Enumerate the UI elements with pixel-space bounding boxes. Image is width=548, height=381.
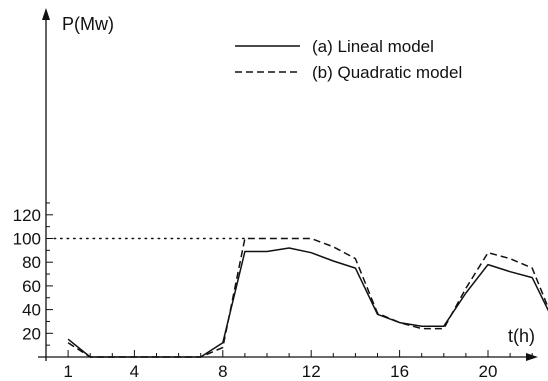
x-tick-label: 8 [218,362,227,381]
legend: (a) Lineal model (b) Quadratic model [235,37,462,82]
x-tick-label: 20 [479,362,498,381]
y-axis-arrow [42,8,50,20]
y-tick-label: 120 [13,206,41,225]
x-tick-label: 16 [390,362,409,381]
y-tick-label: 60 [22,277,41,296]
series-line-quadratic-model [67,237,548,358]
x-tick-label: 4 [130,362,139,381]
y-tick-label: 100 [13,230,41,249]
axes: 1481216202420406080100120P(Mw)t(h) [13,8,538,381]
x-axis-title: t(h) [508,326,535,346]
x-tick-label: 1 [63,362,72,381]
y-tick-label: 80 [22,253,41,272]
y-axis-title: P(Mw) [62,14,114,34]
series-line-lineal-model [67,247,548,358]
y-tick-label: 20 [22,324,41,343]
legend-label: (a) Lineal model [312,37,434,56]
x-tick-label: 12 [302,362,321,381]
y-tick-label: 40 [22,301,41,320]
legend-label: (b) Quadratic model [312,63,462,82]
series-layer [67,237,548,358]
